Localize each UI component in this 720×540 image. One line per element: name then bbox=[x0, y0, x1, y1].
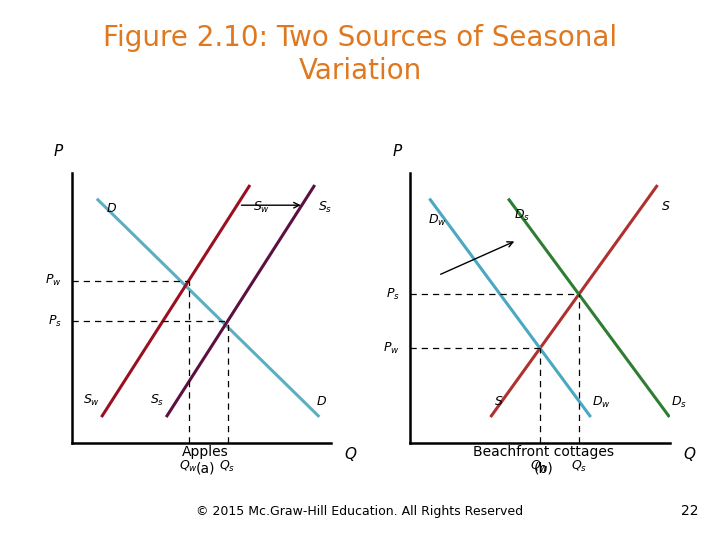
Text: $P$: $P$ bbox=[53, 143, 65, 159]
Text: $P_s$: $P_s$ bbox=[386, 287, 400, 302]
Text: Apples: Apples bbox=[182, 446, 228, 460]
Text: $D$: $D$ bbox=[106, 202, 117, 215]
Text: $D_w$: $D_w$ bbox=[428, 213, 446, 228]
Text: $D$: $D$ bbox=[315, 395, 327, 408]
Text: $Q_s$: $Q_s$ bbox=[220, 459, 235, 474]
Text: $Q_s$: $Q_s$ bbox=[571, 459, 587, 474]
Text: Variation: Variation bbox=[298, 57, 422, 85]
Text: $Q$: $Q$ bbox=[344, 444, 358, 463]
Text: $S$: $S$ bbox=[494, 395, 503, 408]
Text: Figure 2.10: Two Sources of Seasonal: Figure 2.10: Two Sources of Seasonal bbox=[103, 24, 617, 52]
Text: $S$: $S$ bbox=[660, 200, 670, 213]
Text: $P$: $P$ bbox=[392, 143, 403, 159]
Text: $P_s$: $P_s$ bbox=[48, 314, 62, 329]
Text: Beachfront cottages: Beachfront cottages bbox=[473, 446, 614, 460]
Text: $S_s$: $S_s$ bbox=[318, 200, 332, 215]
Text: $S_s$: $S_s$ bbox=[150, 393, 164, 408]
Text: $D_w$: $D_w$ bbox=[593, 395, 611, 410]
Text: $P_w$: $P_w$ bbox=[383, 341, 400, 356]
Text: $D_s$: $D_s$ bbox=[514, 208, 530, 223]
Text: 22: 22 bbox=[681, 504, 698, 518]
Text: $S_w$: $S_w$ bbox=[83, 393, 99, 408]
Text: $D_s$: $D_s$ bbox=[671, 395, 687, 410]
Text: (a): (a) bbox=[195, 462, 215, 476]
Text: $Q_w$: $Q_w$ bbox=[531, 459, 549, 474]
Text: $Q_w$: $Q_w$ bbox=[179, 459, 198, 474]
Text: $S_w$: $S_w$ bbox=[253, 200, 270, 215]
Text: $P_w$: $P_w$ bbox=[45, 273, 62, 288]
Text: (b): (b) bbox=[534, 462, 554, 476]
Text: $Q$: $Q$ bbox=[683, 444, 696, 463]
Text: © 2015 Mc.Graw-Hill Education. All Rights Reserved: © 2015 Mc.Graw-Hill Education. All Right… bbox=[197, 505, 523, 518]
